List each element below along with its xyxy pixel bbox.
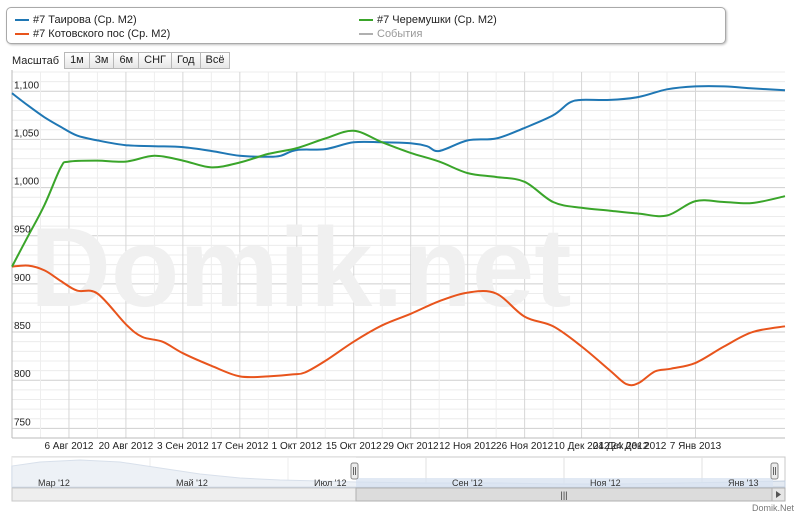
legend-label-events: События	[377, 28, 423, 40]
legend-swatch-cheremushki	[359, 19, 373, 21]
navigator-mask	[12, 457, 356, 487]
legend-item-tairova[interactable]: #7 Таирова (Ср. М2)	[15, 14, 137, 26]
y-tick-label: 750	[14, 417, 31, 428]
legend-label-cheremushki: #7 Черемушки (Ср. М2)	[377, 14, 497, 26]
legend: #7 Таирова (Ср. М2) #7 Котовского пос (С…	[6, 7, 726, 44]
series-line-kotovskogo[interactable]	[11, 264, 786, 387]
range-selector-label: Масштаб	[12, 54, 60, 67]
x-tick-label: 3 Сен 2012	[157, 441, 209, 452]
navigator-left-handle[interactable]	[350, 462, 359, 480]
range-button-all[interactable]: Всё	[199, 52, 231, 69]
x-tick-label: 1 Окт 2012	[272, 441, 323, 452]
y-axis-labels: 750 800 850 900 950 1,000 1,050 1,100	[14, 80, 39, 428]
navigator-labels: Мар '12 Май '12 Июл '12 Сен '12 Ноя '12 Янв '…	[38, 478, 758, 488]
legend-swatch-events	[359, 33, 373, 35]
watermark-text: Domik.net	[30, 205, 571, 330]
arrow-right-icon	[776, 491, 781, 498]
y-tick-label: 850	[14, 321, 31, 332]
x-tick-label: 29 Окт 2012	[383, 441, 439, 452]
x-tick-label: 7 Янв 2013	[670, 441, 722, 452]
legend-item-events[interactable]: События	[359, 28, 422, 40]
navigator-label: Мар '12	[38, 478, 70, 488]
x-tick-label: 10 Дек 2012	[554, 441, 610, 452]
navigator-label: Ноя '12	[590, 478, 621, 488]
x-tick-label: 15 Окт 2012	[326, 441, 382, 452]
legend-label-kotovskogo: #7 Котовского пос (Ср. М2)	[33, 28, 171, 40]
navigator-label: Июл '12	[314, 478, 347, 488]
y-tick-label: 950	[14, 225, 31, 236]
x-tick-label: 26 Ноя 2012	[496, 441, 554, 452]
chart-grid	[11, 70, 785, 439]
chart-series	[11, 85, 786, 387]
legend-item-kotovskogo[interactable]: #7 Котовского пос (Ср. М2)	[15, 28, 170, 40]
y-tick-label: 800	[14, 369, 31, 380]
series-line-cheremushki[interactable]	[11, 129, 786, 268]
navigator-label: Янв '13	[728, 478, 758, 488]
y-tick-label: 1,050	[14, 128, 39, 139]
credit-text: Domik.Net	[751, 503, 794, 513]
y-tick-label: 1,000	[14, 177, 39, 188]
x-tick-label: 6 Авг 2012	[44, 441, 93, 452]
x-tick-label: 12 Ноя 2012	[439, 441, 497, 452]
range-selector: Масштаб 1м 3м 6м СНГ Год Всё	[12, 52, 231, 69]
legend-label-tairova: #7 Таирова (Ср. М2)	[33, 14, 137, 26]
x-tick-label: 20 Авг 2012	[99, 441, 154, 452]
navigator-label: Май '12	[176, 478, 208, 488]
range-button-6m[interactable]: 6м	[113, 52, 140, 69]
legend-swatch-tairova	[15, 19, 29, 21]
x-tick-label: 17 Сен 2012	[211, 441, 269, 452]
x-tick-label-overlap: 24 Дек 2012	[593, 441, 649, 452]
legend-swatch-kotovskogo	[15, 33, 29, 35]
y-tick-label: 1,100	[14, 80, 39, 91]
scrollbar-thumb-grip: |||	[560, 490, 567, 500]
navigator-right-handle[interactable]	[770, 462, 779, 480]
x-tick-label: 24 Дек 2012	[611, 441, 667, 452]
navigator-label: Сен '12	[452, 478, 483, 488]
range-button-3m[interactable]: 3м	[88, 52, 115, 69]
legend-item-cheremushki[interactable]: #7 Черемушки (Ср. М2)	[359, 14, 497, 26]
navigator-selected-range	[356, 478, 773, 487]
y-tick-label: 900	[14, 273, 31, 284]
x-axis-labels: 6 Авг 2012 20 Авг 2012 3 Сен 2012 17 Сен 20…	[44, 441, 721, 452]
